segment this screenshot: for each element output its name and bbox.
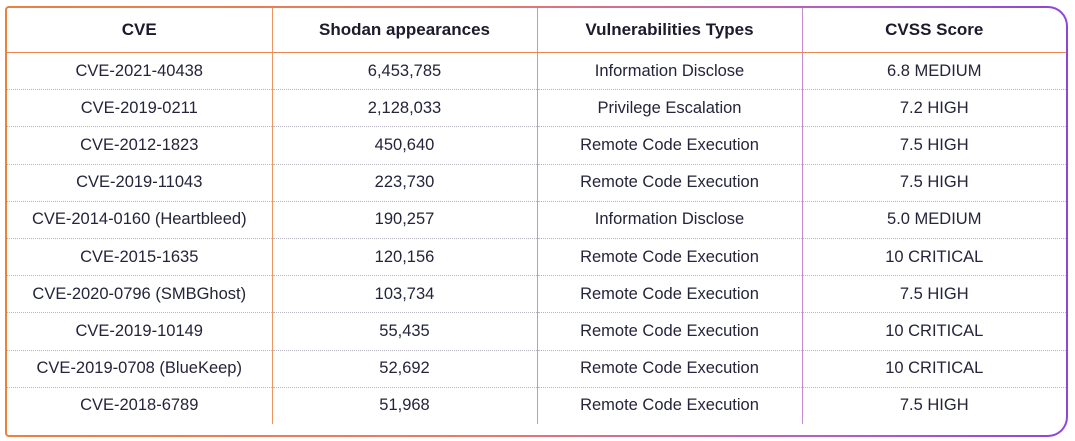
cell-vulnerability-type: Remote Code Execution — [536, 238, 802, 277]
cell-cve: CVE-2019-0211 — [7, 89, 272, 128]
cell-cve: CVE-2019-10149 — [7, 312, 272, 351]
header-row: CVE Shodan appearances Vulnerabilities T… — [7, 8, 1066, 53]
cell-shodan-appearances: 51,968 — [271, 387, 537, 424]
cell-shodan-appearances: 2,128,033 — [271, 89, 537, 128]
cell-cvss-score: 7.5 HIGH — [801, 164, 1066, 202]
cell-vulnerability-type: Remote Code Execution — [536, 312, 802, 351]
cell-vulnerability-type: Information Disclose — [536, 201, 802, 239]
cell-vulnerability-type: Information Disclose — [536, 52, 802, 91]
table-row: CVE-2019-10149 55,435 Remote Code Execut… — [7, 312, 1066, 351]
cell-cvss-score: 6.8 MEDIUM — [801, 52, 1066, 91]
cell-shodan-appearances: 52,692 — [271, 350, 537, 388]
cell-vulnerability-type: Remote Code Execution — [536, 126, 802, 165]
cell-cvss-score: 5.0 MEDIUM — [801, 201, 1066, 239]
cell-cvss-score: 7.5 HIGH — [801, 387, 1066, 424]
cell-cve: CVE-2018-6789 — [80, 396, 199, 415]
table-row: CVE-2014-0160 (Heartbleed) 190,257 Infor… — [7, 201, 1066, 239]
cell-cvss-score: 7.5 HIGH — [801, 275, 1066, 314]
cell-cve: CVE-2021-40438 — [7, 52, 272, 91]
cell-vulnerability-type: Remote Code Execution — [536, 164, 802, 202]
cell-shodan-appearances: 120,156 — [271, 238, 537, 277]
cell-cve: CVE-2019-11043 — [7, 164, 272, 202]
cve-table: CVE Shodan appearances Vulnerabilities T… — [7, 8, 1066, 424]
cell-cvss-score: 10 CRITICAL — [801, 238, 1066, 277]
cell-cve: CVE-2019-0708 (BlueKeep) — [7, 350, 272, 388]
cell-shodan-appearances: 223,730 — [271, 164, 537, 202]
table-row: CVE-2019-0211 2,128,033 Privilege Escala… — [7, 89, 1066, 128]
cell-cvss-score: 10 CRITICAL — [801, 312, 1066, 351]
cve-table-frame: CVE Shodan appearances Vulnerabilities T… — [5, 6, 1068, 437]
table-row: CVE-2019-11043 223,730 Remote Code Execu… — [7, 164, 1066, 202]
cell-shodan-appearances: 103,734 — [271, 275, 537, 314]
cell-shodan-appearances: 450,640 — [271, 126, 537, 165]
cell-cve: CVE-2015-1635 — [7, 238, 272, 277]
cell-cve: CVE-2014-0160 (Heartbleed) — [7, 201, 272, 239]
cell-shodan-appearances: 6,453,785 — [271, 52, 537, 91]
cell-cve: CVE-2020-0796 (SMBGhost) — [7, 275, 272, 314]
table-row: CVE-2012-1823 450,640 Remote Code Execut… — [7, 126, 1066, 165]
table-row: CVE-2020-0796 (SMBGhost) 103,734 Remote … — [7, 275, 1066, 314]
table-row: CVE-2018-6789 51,968 Remote Code Executi… — [7, 387, 1066, 424]
cell-cvss-score: 7.2 HIGH — [801, 89, 1066, 128]
cell-cve: CVE-2012-1823 — [7, 126, 272, 165]
cell-shodan-appearances: 55,435 — [271, 312, 537, 351]
header-vulnerability-types: Vulnerabilities Types — [536, 8, 802, 53]
table-row: CVE-2019-0708 (BlueKeep) 52,692 Remote C… — [7, 350, 1066, 388]
cell-shodan-appearances: 190,257 — [271, 201, 537, 239]
header-cve: CVE — [7, 8, 272, 53]
cell-vulnerability-type: Remote Code Execution — [536, 275, 802, 314]
table-row: CVE-2015-1635 120,156 Remote Code Execut… — [7, 238, 1066, 277]
table-row: CVE-2021-40438 6,453,785 Information Dis… — [7, 52, 1066, 91]
cell-vulnerability-type: Remote Code Execution — [536, 387, 802, 424]
cell-vulnerability-type: Privilege Escalation — [536, 89, 802, 128]
header-shodan-appearances: Shodan appearances — [271, 8, 537, 53]
cell-cvss-score: 10 CRITICAL — [801, 350, 1066, 388]
header-cvss-score: CVSS Score — [801, 8, 1066, 53]
cell-vulnerability-type: Remote Code Execution — [536, 350, 802, 388]
cell-cvss-score: 7.5 HIGH — [801, 126, 1066, 165]
